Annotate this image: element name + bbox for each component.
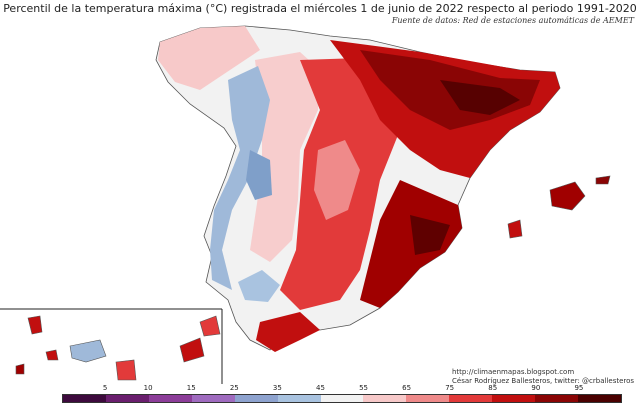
credits: http://climaenmapas.blogspot.com César R… [452,368,634,386]
colorbar-tick-label: 35 [272,384,282,392]
colorbar-tick-label: 5 [102,384,108,392]
colorbar-segment [535,395,579,402]
colorbar-segment [406,395,450,402]
colorbar-tick-label: 85 [488,384,498,392]
colorbar-tick-label: 45 [315,384,325,392]
colorbar-segment [578,395,621,402]
credits-author: César Rodríguez Ballesteros, twitter: @c… [452,377,635,385]
canary-island [27,315,43,335]
colorbar-segment [105,395,149,402]
canary-island [15,363,25,375]
colorbar-tick-label: 90 [531,384,541,392]
canary-island [45,349,59,361]
colorbar-tick-label: 95 [574,384,584,392]
colorbar-segment [449,395,493,402]
colorbar-tick-label: 10 [143,384,153,392]
colorbar-segment [148,395,192,402]
colorbar-tick-label: 75 [445,384,455,392]
colorbar-segment [191,395,235,402]
colorbar-segment [363,395,407,402]
canary-island [199,315,221,337]
colorbar-tick-label: 15 [186,384,196,392]
canary-island [179,337,205,363]
colorbar-segment [234,395,278,402]
mallorca [549,181,586,211]
colorbar-segment [63,395,106,402]
colorbar-tick-label: 55 [359,384,368,392]
legend-colorbar [62,394,622,403]
colorbar-tick-label: 65 [402,384,412,392]
colorbar-segment [320,395,364,402]
map-title: Percentil de la temperatura máxima (°C) … [3,2,637,15]
data-source-note: Fuente de datos: Red de estaciones autom… [391,16,634,25]
colorbar-segment [277,395,321,402]
canary-island [115,359,137,381]
ibiza [507,219,523,239]
canary-island [69,339,107,363]
menorca [595,175,611,185]
credits-url[interactable]: http://climaenmapas.blogspot.com [452,368,575,376]
colorbar-segment [492,395,536,402]
colorbar-tick-label: 25 [229,384,239,392]
